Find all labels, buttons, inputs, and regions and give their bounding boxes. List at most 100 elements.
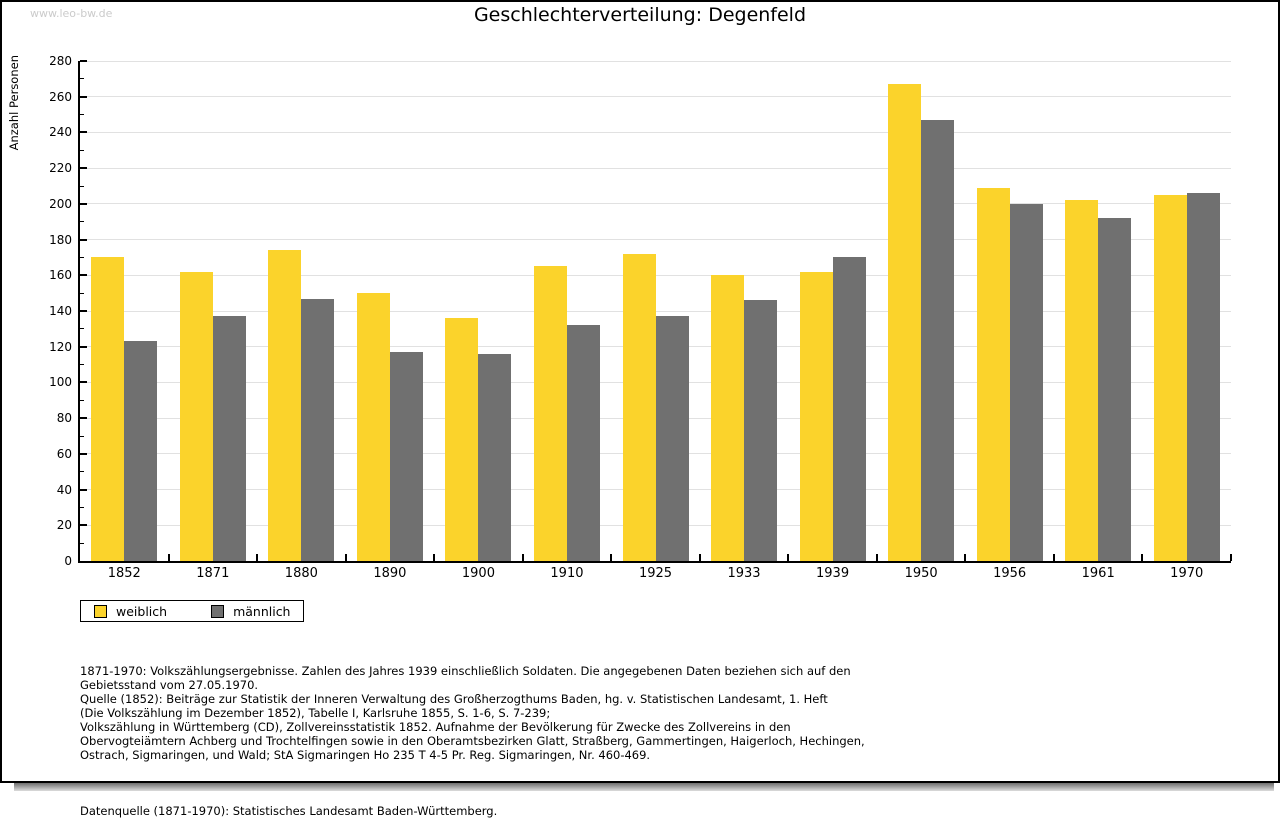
y-tick-label-60: 60 bbox=[56, 446, 72, 461]
y-tick-80 bbox=[80, 417, 87, 420]
bar-weiblich-1890 bbox=[356, 293, 390, 561]
footnote-lines: 1871-1970: Volkszählungsergebnisse. Zahl… bbox=[80, 664, 865, 762]
gridline-140 bbox=[80, 310, 1231, 312]
y-tick-label-40: 40 bbox=[56, 482, 72, 497]
y-tick-label-240: 240 bbox=[49, 125, 72, 140]
y-tick-label-0: 0 bbox=[64, 554, 72, 568]
bar-weiblich-1961 bbox=[1065, 200, 1099, 561]
y-tick-200 bbox=[80, 202, 87, 205]
bar-weiblich-1852 bbox=[91, 257, 125, 561]
footnote-line-4: (Die Volkszählung im Dezember 1852), Tab… bbox=[80, 706, 551, 720]
y-tick-20 bbox=[80, 524, 87, 527]
x-tick-label-1910: 1910 bbox=[550, 566, 584, 581]
y-tick-280 bbox=[80, 60, 87, 62]
y-minor-tick-90 bbox=[80, 399, 84, 401]
y-minor-tick-270 bbox=[80, 78, 84, 80]
legend-item-weiblich: weiblich bbox=[94, 604, 167, 619]
y-minor-tick-170 bbox=[80, 256, 84, 258]
bar-weiblich-1956 bbox=[976, 187, 1010, 561]
y-tick-label-200: 200 bbox=[49, 196, 72, 211]
y-tick-220 bbox=[80, 167, 87, 170]
legend-item-maennlich: männlich bbox=[211, 604, 290, 619]
gridline-260 bbox=[80, 96, 1231, 98]
gridline-160 bbox=[80, 274, 1231, 276]
bar-männlich-1970 bbox=[1186, 193, 1220, 561]
legend-swatch-maennlich bbox=[211, 604, 225, 618]
x-tick-label-1939: 1939 bbox=[816, 566, 850, 581]
x-tick-label-1933: 1933 bbox=[727, 566, 761, 581]
y-tick-180 bbox=[80, 238, 87, 241]
bar-männlich-1910 bbox=[566, 325, 600, 561]
footnote-line-5: Volkszählung in Württemberg (CD), Zollve… bbox=[80, 720, 791, 734]
x-tick-label-1900: 1900 bbox=[461, 566, 495, 581]
bar-männlich-1956 bbox=[1009, 203, 1043, 561]
y-tick-240 bbox=[80, 131, 87, 134]
x-tick-9 bbox=[875, 554, 878, 561]
gridline-240 bbox=[80, 131, 1231, 133]
chart-title: Geschlechterverteilung: Degenfeld bbox=[473, 4, 807, 26]
x-tick-8 bbox=[787, 554, 790, 561]
x-tick-label-1956: 1956 bbox=[993, 566, 1027, 581]
bar-männlich-1880 bbox=[301, 298, 335, 561]
x-tick-7 bbox=[698, 554, 701, 561]
x-tick-6 bbox=[610, 554, 613, 561]
legend-label-maennlich: männlich bbox=[233, 603, 291, 619]
gridline-220 bbox=[80, 167, 1231, 169]
x-tick-11 bbox=[1052, 554, 1055, 561]
bar-weiblich-1933 bbox=[711, 275, 745, 561]
legend-swatch-weiblich bbox=[94, 604, 107, 618]
x-tick-label-1961: 1961 bbox=[1081, 566, 1115, 581]
y-tick-label-20: 20 bbox=[56, 518, 72, 533]
y-tick-140 bbox=[80, 310, 87, 312]
y-tick-260 bbox=[80, 95, 87, 98]
gridline-200 bbox=[80, 203, 1231, 205]
y-tick-label-260: 260 bbox=[49, 89, 72, 104]
data-source-line: Datenquelle (1871-1970): Statistisches L… bbox=[80, 804, 498, 818]
y-minor-tick-10 bbox=[80, 542, 84, 544]
bar-weiblich-1950 bbox=[888, 84, 922, 561]
y-minor-tick-210 bbox=[80, 185, 84, 187]
footnote-line-3: Quelle (1852): Beiträge zur Statistik de… bbox=[80, 692, 828, 706]
bar-männlich-1890 bbox=[389, 352, 423, 561]
y-tick-label-100: 100 bbox=[49, 375, 72, 390]
y-tick-label-220: 220 bbox=[49, 161, 72, 176]
x-tick-label-1925: 1925 bbox=[638, 566, 673, 581]
bar-männlich-1925 bbox=[655, 316, 689, 561]
x-tick-10 bbox=[964, 554, 967, 561]
bar-männlich-1871 bbox=[212, 316, 246, 561]
footnote-line-1: 1871-1970: Volkszählungsergebnisse. Zahl… bbox=[80, 664, 851, 678]
bar-männlich-1852 bbox=[124, 341, 158, 561]
x-tick-2 bbox=[256, 554, 259, 561]
y-tick-160 bbox=[80, 274, 87, 277]
x-tick-label-1890: 1890 bbox=[373, 566, 407, 581]
y-minor-tick-250 bbox=[80, 114, 84, 116]
y-minor-tick-150 bbox=[80, 292, 84, 294]
footnotes: 1871-1970: Volkszählungsergebnisse. Zahl… bbox=[80, 636, 865, 832]
x-tick-4 bbox=[433, 554, 436, 561]
footnote-line-6: Obervogteiämtern Achberg und Trochtelfin… bbox=[80, 734, 865, 748]
y-tick-label-120: 120 bbox=[49, 339, 72, 354]
frame-drop-shadow bbox=[14, 783, 1274, 791]
y-tick-120 bbox=[80, 345, 87, 348]
footnote-line-7: Ostrach, Sigmaringen, und Wald; StA Sigm… bbox=[80, 748, 651, 762]
watermark: www.leo-bw.de bbox=[30, 7, 113, 20]
plot-area bbox=[78, 60, 1232, 563]
bar-weiblich-1970 bbox=[1153, 194, 1187, 561]
bar-männlich-1961 bbox=[1098, 218, 1132, 561]
x-tick-label-1871: 1871 bbox=[196, 566, 230, 581]
x-tick-13 bbox=[1230, 554, 1232, 561]
bar-weiblich-1925 bbox=[622, 253, 656, 561]
y-minor-tick-230 bbox=[80, 149, 84, 151]
y-tick-60 bbox=[80, 452, 87, 455]
bar-männlich-1950 bbox=[921, 119, 955, 561]
x-tick-label-1852: 1852 bbox=[107, 566, 141, 581]
x-tick-12 bbox=[1141, 554, 1144, 561]
y-minor-tick-50 bbox=[80, 471, 84, 473]
x-tick-1 bbox=[167, 554, 170, 561]
bar-weiblich-1910 bbox=[533, 266, 567, 561]
bar-männlich-1933 bbox=[744, 300, 778, 561]
y-minor-tick-190 bbox=[80, 221, 84, 223]
y-minor-tick-30 bbox=[80, 506, 84, 508]
bar-weiblich-1900 bbox=[445, 318, 479, 561]
y-tick-label-140: 140 bbox=[49, 304, 72, 318]
